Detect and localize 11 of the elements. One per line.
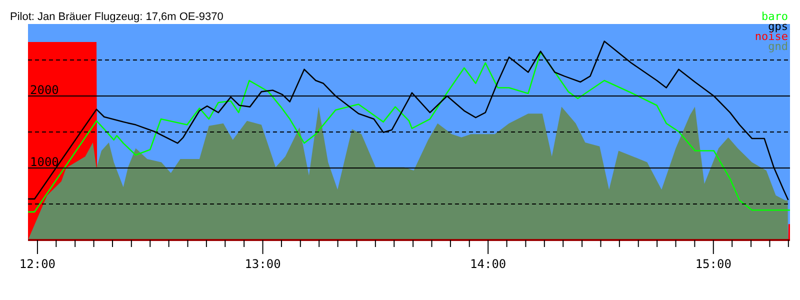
chart-title: Pilot: Jan Bräuer Flugzeug: 17,6m OE-9370 xyxy=(10,11,224,23)
x-tick-label: 15:00 xyxy=(695,257,732,271)
x-tick-label: 13:00 xyxy=(244,257,281,271)
x-tick-label: 12:00 xyxy=(19,257,56,271)
text: baro xyxy=(762,10,788,23)
x-tick-label: 14:00 xyxy=(470,257,506,271)
text: noise xyxy=(754,30,788,43)
y-tick-label: 1000 xyxy=(30,155,59,169)
y-tick-label: 2000 xyxy=(30,83,59,97)
text: gps xyxy=(768,20,788,33)
text: gnd xyxy=(768,40,788,53)
